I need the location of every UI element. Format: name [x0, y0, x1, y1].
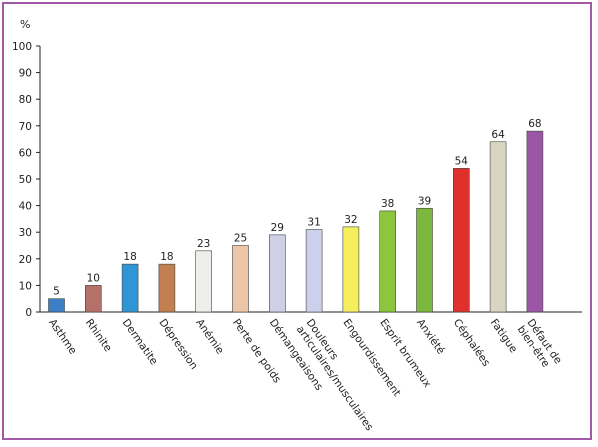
value-label: 18 [123, 251, 136, 263]
value-label: 18 [160, 251, 173, 263]
y-tick-label: 40 [19, 201, 32, 213]
value-label: 5 [53, 286, 60, 298]
value-label: 23 [197, 238, 210, 250]
bar [342, 226, 360, 313]
value-label: 10 [87, 272, 100, 284]
bar [121, 263, 139, 313]
bar [416, 207, 433, 313]
y-tick-label: 80 [19, 94, 32, 106]
y-tick-label: 20 [19, 254, 32, 266]
bar [48, 298, 65, 313]
value-label: 25 [234, 233, 247, 245]
bar [85, 285, 102, 313]
bar [268, 234, 286, 313]
bar [232, 245, 249, 313]
value-label: 38 [381, 198, 394, 210]
bar [526, 130, 544, 313]
y-tick-label: 30 [19, 227, 32, 239]
bar [379, 210, 397, 313]
category-label: Céphalées [451, 317, 492, 369]
category-label: Anémie [193, 317, 226, 357]
bar [452, 168, 470, 313]
y-tick-label: 0 [25, 307, 32, 319]
value-label: 31 [307, 217, 320, 229]
y-axis-unit-label: % [20, 18, 30, 31]
bar [158, 263, 176, 313]
value-labels: 5 10 18 18 23 25 29 31 32 38 39 54 64 68 [53, 118, 541, 298]
value-label: 39 [418, 195, 431, 207]
category-label: Anxiété [414, 317, 447, 357]
bar [489, 141, 507, 313]
value-label: 54 [455, 155, 469, 167]
category-label: Fatigue [488, 317, 520, 355]
bar [195, 250, 212, 313]
bar [305, 229, 323, 313]
value-label: 64 [491, 129, 505, 141]
category-label: Rhinite [83, 317, 114, 354]
y-tick-labels: 0 10 20 30 40 50 60 70 80 90 100 [12, 41, 40, 319]
category-label: Défaut debien-être [515, 317, 564, 373]
value-label: 29 [271, 222, 284, 234]
y-tick-label: 50 [19, 174, 32, 186]
bars [48, 130, 544, 313]
y-tick-label: 100 [12, 41, 32, 53]
category-label: Asthme [46, 317, 79, 357]
y-tick-label: 90 [19, 68, 32, 80]
y-tick-label: 60 [19, 147, 32, 159]
y-tick-label: 70 [19, 121, 32, 133]
category-label: Dépression [156, 317, 200, 372]
value-label: 32 [344, 214, 357, 226]
y-tick-label: 10 [19, 280, 32, 292]
category-label: Dermatite [120, 317, 160, 367]
value-label: 68 [528, 118, 541, 130]
